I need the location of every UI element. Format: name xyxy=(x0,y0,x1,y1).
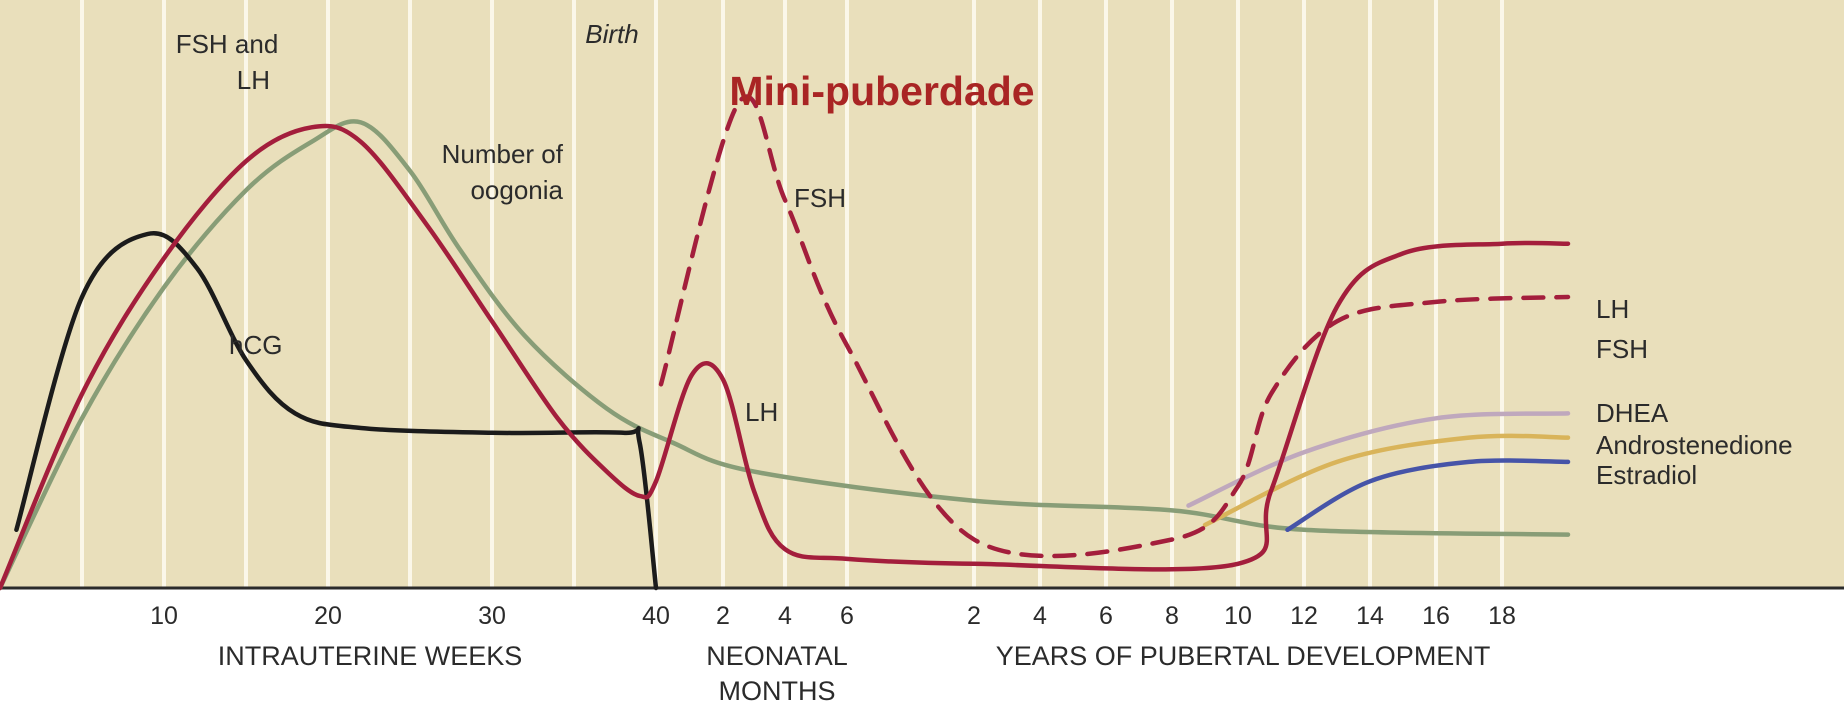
series-label-right: LH xyxy=(1596,294,1629,324)
plot-background xyxy=(0,0,1844,588)
neonatal-lh-label: LH xyxy=(745,397,778,427)
x-tick-label: 2 xyxy=(716,602,730,630)
x-tick-label: 4 xyxy=(1033,602,1047,630)
fsh-and-lh-label-line1: FSH and xyxy=(176,29,279,59)
fsh-and-lh-label-line2: LH xyxy=(237,65,270,95)
x-tick-label: 40 xyxy=(642,602,670,630)
x-tick-label: 2 xyxy=(967,602,981,630)
series-line-number-of-oogonia xyxy=(0,119,1571,591)
x-tick-label: 6 xyxy=(840,602,854,630)
x-axis-titles: INTRAUTERINE WEEKS NEONATAL MONTHS YEARS OF… xyxy=(218,641,1491,706)
x-tick-label: 6 xyxy=(1099,602,1113,630)
neonatal-fsh-label: FSH xyxy=(794,183,846,213)
x-axis-title-pubertal: YEARS OF PUBERTAL DEVELOPMENT xyxy=(996,641,1491,671)
series-line-androstenedione xyxy=(1202,433,1571,528)
oogonia-label-line2: oogonia xyxy=(470,175,563,205)
x-tick-label: 8 xyxy=(1165,602,1179,630)
series-line-fsh-and-lh xyxy=(0,123,1571,591)
series-line-hcg xyxy=(14,230,659,591)
x-axis-title-neonatal-line: MONTHS xyxy=(719,676,836,706)
hcg-label: hCG xyxy=(229,330,282,360)
oogonia-label-line1: Number of xyxy=(442,139,564,169)
x-tick-labels: 10 20 30 40 2 4 6 2 4 6 8 10 12 14 16 18 xyxy=(150,602,1516,630)
x-axis-title-neonatal-line: NEONATAL xyxy=(706,641,848,671)
x-tick-label: 12 xyxy=(1290,602,1318,630)
x-axis-title-intrauterine: INTRAUTERINE WEEKS xyxy=(218,641,523,671)
x-tick-label: 10 xyxy=(150,602,178,630)
birth-label: Birth xyxy=(585,19,638,49)
mini-puberdade-headline: Mini-puberdade xyxy=(729,68,1034,114)
series-line-estradiol xyxy=(1285,458,1571,533)
x-tick-label: 16 xyxy=(1422,602,1450,630)
x-tick-label: 10 xyxy=(1224,602,1252,630)
series-label-right: Androstenedione xyxy=(1596,430,1793,460)
series-label-right: FSH xyxy=(1596,334,1648,364)
x-tick-label: 14 xyxy=(1356,602,1384,630)
series-lines xyxy=(0,94,1571,591)
gridlines xyxy=(80,0,1504,588)
x-tick-label: 20 xyxy=(314,602,342,630)
x-tick-label: 4 xyxy=(778,602,792,630)
series-label-right: DHEA xyxy=(1596,398,1669,428)
x-tick-label: 30 xyxy=(478,602,506,630)
x-tick-label: 18 xyxy=(1488,602,1516,630)
series-label-right: Estradiol xyxy=(1596,460,1697,490)
series-line-dhea xyxy=(1186,411,1571,508)
series-line-fsh xyxy=(658,94,1571,559)
